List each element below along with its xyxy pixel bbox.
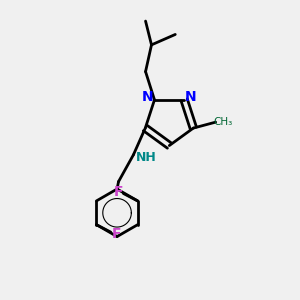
Text: F: F [111,226,121,241]
Text: CH₃: CH₃ [213,117,233,127]
Text: N: N [185,91,197,104]
Text: F: F [113,185,123,199]
Text: NH: NH [136,151,156,164]
Text: N: N [142,91,154,104]
